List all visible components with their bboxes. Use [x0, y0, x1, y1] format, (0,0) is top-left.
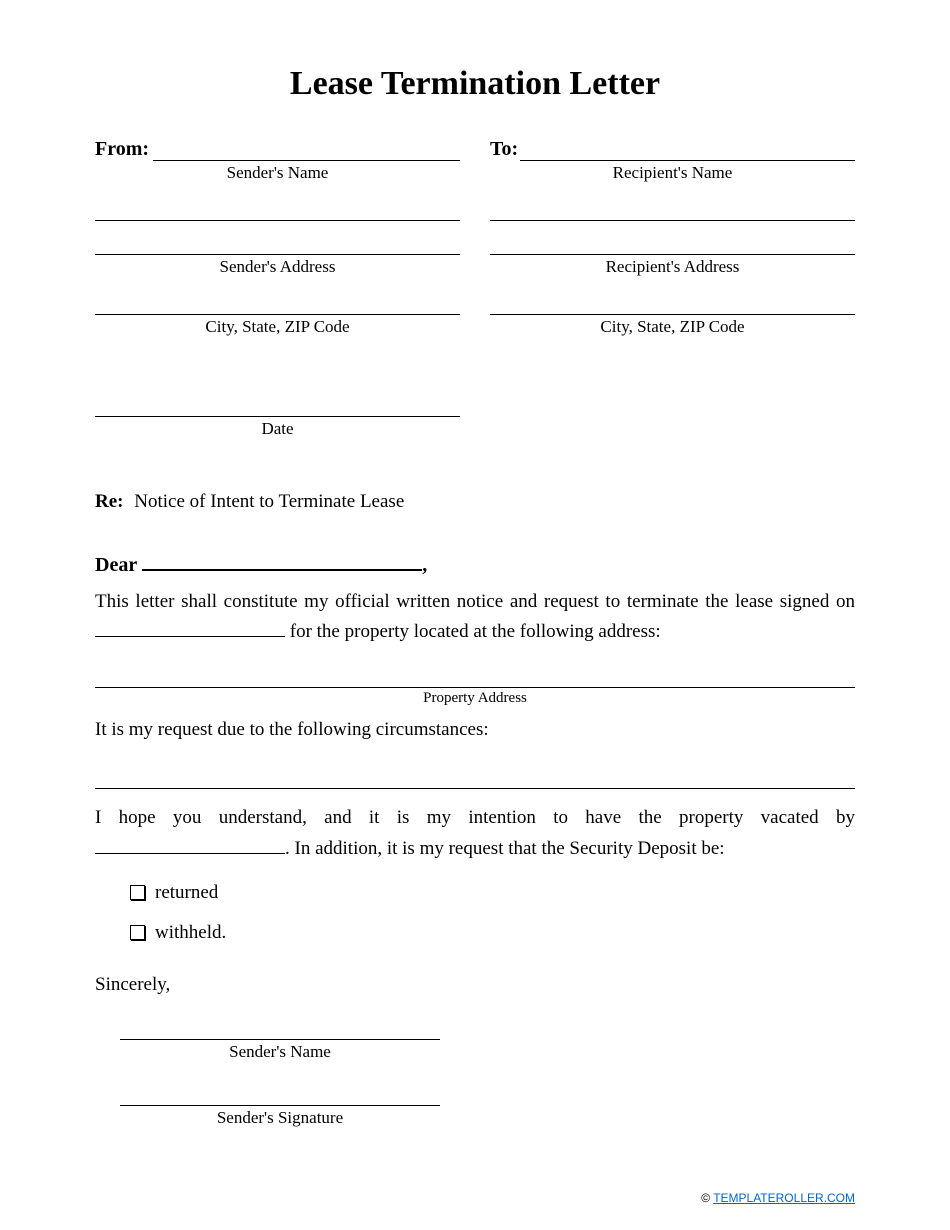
date-line[interactable]: [95, 393, 460, 417]
re-line: Re: Notice of Intent to Terminate Lease: [95, 491, 855, 513]
signature-name-label: Sender's Name: [120, 1042, 440, 1062]
signature-sig-label: Sender's Signature: [120, 1108, 440, 1128]
header-row: From: Sender's Name Sender's Address Cit…: [95, 138, 855, 351]
signature-sig-line[interactable]: [120, 1086, 440, 1106]
re-label: Re:: [95, 491, 123, 512]
from-address-line2[interactable]: [95, 231, 460, 255]
to-name-sublabel: Recipient's Name: [490, 163, 855, 183]
from-address-sublabel: Sender's Address: [95, 257, 460, 277]
to-city-sublabel: City, State, ZIP Code: [490, 317, 855, 337]
from-address-line1[interactable]: [95, 197, 460, 221]
checkbox-withheld-row: withheld.: [130, 922, 855, 944]
footer-copyright: ©: [701, 1191, 713, 1205]
checkbox-list: returned withheld.: [130, 882, 855, 944]
dear-comma: ,: [422, 554, 427, 576]
to-address-line2[interactable]: [490, 231, 855, 255]
paragraph3-post: . In addition, it is my request that the…: [285, 838, 725, 859]
to-address-sublabel: Recipient's Address: [490, 257, 855, 277]
from-label: From:: [95, 138, 149, 161]
to-label: To:: [490, 138, 518, 161]
to-line: To:: [490, 138, 855, 161]
from-name-input[interactable]: [153, 139, 460, 161]
date-spacer: [490, 393, 855, 453]
dear-input[interactable]: [142, 551, 422, 571]
checkbox-returned[interactable]: [130, 885, 145, 900]
re-text: Notice of Intent to Terminate Lease: [134, 491, 404, 512]
dear-label: Dear: [95, 554, 137, 576]
signature-block: Sender's Name Sender's Signature: [120, 1020, 855, 1128]
vacated-by-input[interactable]: [95, 834, 285, 854]
footer: © TEMPLATEROLLER.COM: [701, 1191, 855, 1205]
date-row: Date: [95, 393, 855, 453]
sincerely: Sincerely,: [95, 974, 855, 996]
to-column: To: Recipient's Name Recipient's Address…: [490, 138, 855, 351]
paragraph-1: This letter shall constitute my official…: [95, 587, 855, 648]
from-city-sublabel: City, State, ZIP Code: [95, 317, 460, 337]
paragraph-3: I hope you understand, and it is my inte…: [95, 803, 855, 864]
document-page: Lease Termination Letter From: Sender's …: [0, 0, 950, 1230]
from-column: From: Sender's Name Sender's Address Cit…: [95, 138, 460, 351]
property-address-sublabel: Property Address: [95, 690, 855, 707]
property-address-line[interactable]: [95, 664, 855, 688]
date-column: Date: [95, 393, 460, 453]
circumstances-line[interactable]: [95, 765, 855, 789]
dear-line: Dear ,: [95, 551, 855, 577]
document-title: Lease Termination Letter: [95, 65, 855, 103]
signature-name-line[interactable]: [120, 1020, 440, 1040]
paragraph-2: It is my request due to the following ci…: [95, 715, 855, 745]
date-sublabel: Date: [95, 419, 460, 439]
checkbox-withheld-label: withheld.: [155, 922, 226, 944]
from-name-sublabel: Sender's Name: [95, 163, 460, 183]
checkbox-withheld[interactable]: [130, 925, 145, 940]
paragraph3-pre: I hope you understand, and it is my inte…: [95, 807, 855, 828]
paragraph1-pre: This letter shall constitute my official…: [95, 591, 855, 612]
checkbox-returned-row: returned: [130, 882, 855, 904]
from-line: From:: [95, 138, 460, 161]
checkbox-returned-label: returned: [155, 882, 218, 904]
signed-on-input[interactable]: [95, 617, 285, 637]
to-name-input[interactable]: [520, 139, 855, 161]
paragraph1-post: for the property located at the followin…: [285, 621, 661, 642]
from-city-line[interactable]: [95, 291, 460, 315]
to-city-line[interactable]: [490, 291, 855, 315]
to-address-line1[interactable]: [490, 197, 855, 221]
footer-link[interactable]: TEMPLATEROLLER.COM: [713, 1191, 855, 1205]
